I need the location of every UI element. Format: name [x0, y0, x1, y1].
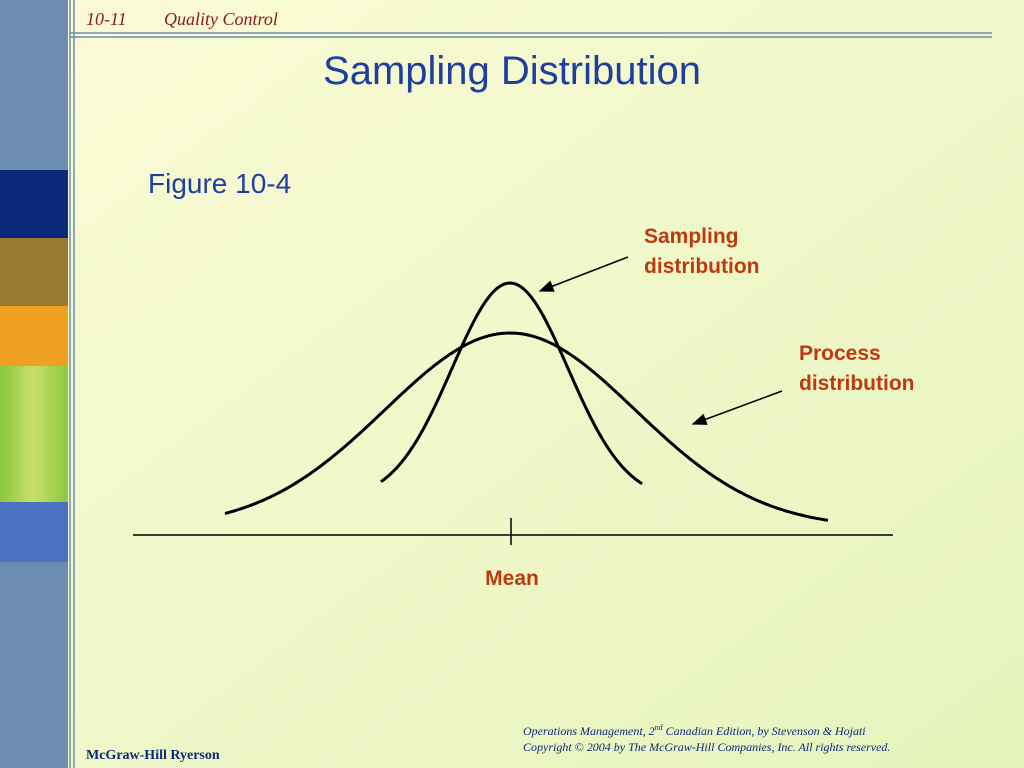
copyright: Copyright © 2004 by The McGraw-Hill Comp… — [523, 740, 890, 754]
title: Sampling Distribution — [323, 49, 701, 93]
citation-part: Canadian Edition, by Stevenson & Hojati — [663, 724, 866, 738]
curve — [224, 331, 829, 522]
frame-lines — [69, 0, 992, 768]
citation: Operations Management, 2nd Canadian Edit… — [523, 723, 866, 738]
arrow — [538, 256, 629, 292]
arrow — [691, 390, 783, 425]
section-name: Quality Control — [164, 9, 278, 29]
figure-label: Figure 10-4 — [148, 168, 291, 199]
label: Sampling — [644, 225, 739, 248]
label: Mean — [485, 567, 539, 590]
label: Process — [799, 342, 881, 365]
side-strip — [0, 0, 68, 768]
curve — [380, 281, 643, 485]
slide-number: 10-11 — [86, 9, 127, 29]
citation-part: Operations Management, 2 — [523, 724, 655, 738]
label: distribution — [644, 255, 759, 278]
citation-part: nd — [655, 723, 664, 732]
publisher: McGraw-Hill Ryerson — [86, 748, 220, 763]
curves — [224, 281, 829, 522]
label: distribution — [799, 372, 914, 395]
